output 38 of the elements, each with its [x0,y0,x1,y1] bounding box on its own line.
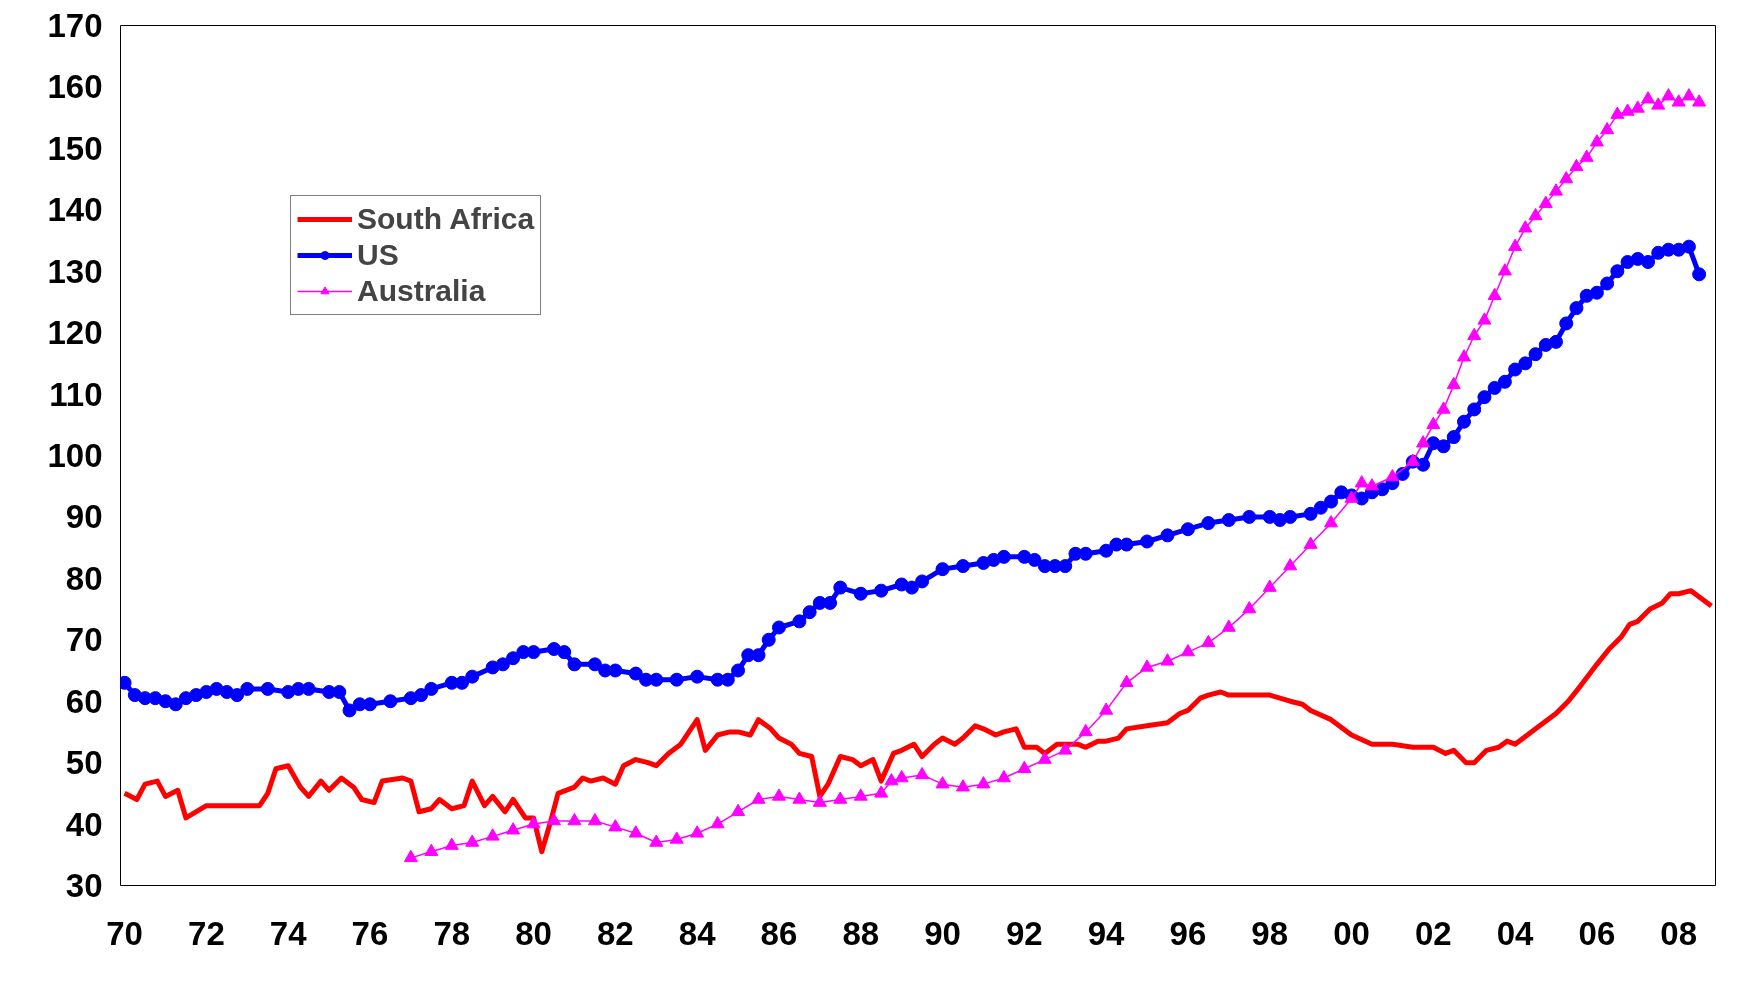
y-tick-label: 80 [65,559,103,597]
x-tick-label: 04 [1496,914,1535,952]
x-tick-label: 76 [351,914,389,952]
x-tick-label: 96 [1169,914,1207,952]
x-tick-label: 94 [1087,914,1126,952]
y-tick-label: 50 [65,744,103,782]
y-tick-label: 40 [65,805,103,843]
x-tick-label: 72 [188,914,225,952]
x-tick-label: 86 [760,914,798,952]
y-tick-label: 120 [47,314,103,352]
y-tick-label: 170 [47,7,103,44]
x-tick-label: 78 [433,914,471,952]
x-tick-label: 74 [269,914,308,952]
y-tick-label: 110 [49,375,103,413]
x-tick-label: 70 [106,914,143,952]
y-tick-label: 130 [47,252,103,290]
x-tick-label: 06 [1578,914,1616,952]
y-tick-label: 60 [65,682,103,720]
legend-label: Australia [357,274,486,308]
y-tick-label: 150 [47,129,103,167]
x-tick-label: 98 [1251,914,1289,952]
x-tick-label: 08 [1660,914,1698,952]
x-tick-label: 82 [597,914,634,952]
x-tick-label: 90 [924,914,961,952]
x-tick-label: 80 [515,914,552,952]
y-tick-label: 160 [47,68,103,106]
y-tick-label: 140 [47,191,103,229]
x-tick-label: 84 [678,914,717,952]
y-tick-label: 30 [65,867,103,904]
x-tick-label: 02 [1414,914,1452,952]
y-tick-label: 90 [65,498,103,536]
y-tick-label: 70 [65,621,103,659]
x-tick-label: 92 [1005,914,1043,952]
x-tick-label: 88 [842,914,880,952]
legend-label: US [357,238,399,272]
y-tick-label: 100 [47,437,103,474]
x-tick-label: 00 [1333,914,1370,952]
legend-label: South Africa [357,202,535,236]
